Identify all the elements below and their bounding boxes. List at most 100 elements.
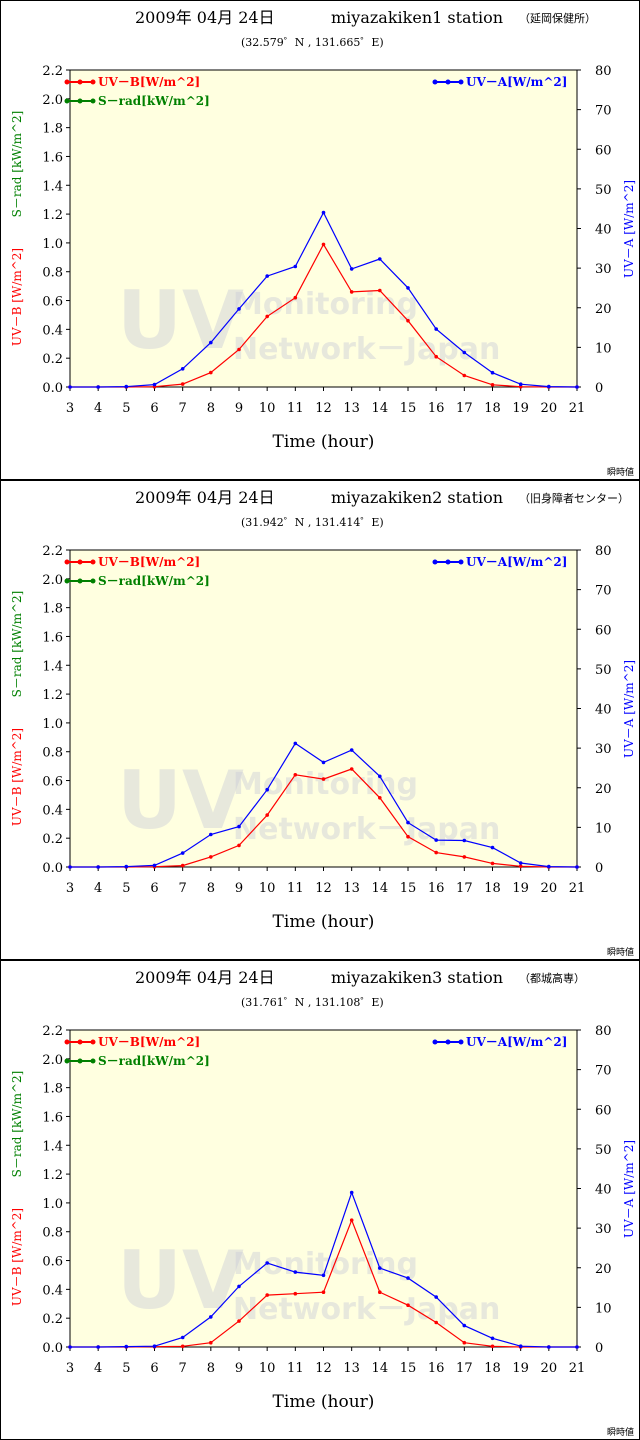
data-point-uvb [406,318,410,323]
x-tick-label: 12 [315,401,332,416]
data-point-uva [68,1345,72,1349]
x-tick-label: 7 [179,1361,187,1376]
legend-uva-marker [458,559,464,565]
data-point-uvb [462,1340,467,1345]
watermark-uv: UV [117,754,244,847]
x-tick-label: 14 [372,1361,389,1376]
right-tick-label: 10 [595,1301,612,1316]
title-station: miyazakiken2 station [331,488,503,507]
x-tick-label: 13 [343,1361,360,1376]
right-tick-label: 80 [595,64,612,79]
right-tick-label: 0 [595,861,603,876]
data-point-uva [490,845,495,850]
x-tick-label: 8 [207,401,215,416]
data-point-uvb [518,384,523,389]
data-point-uva [406,286,410,290]
data-point-uva [575,385,579,389]
right-tick-label: 70 [595,1064,612,1079]
legend-uvb-marker [64,79,70,85]
watermark-uv: UV [117,274,244,367]
left-tick-label: 1.2 [42,1168,63,1183]
data-point-uvb [490,383,495,387]
right-tick-label: 20 [595,302,612,317]
y-axis-label-uva: UV－A [W/m^2] [622,180,636,278]
data-point-uva [124,384,129,389]
legend-uvb-marker [77,79,83,85]
x-tick-label: 3 [66,881,74,896]
right-tick-label: 80 [595,1024,612,1039]
data-point-uvb [378,288,382,293]
title-site: （都城高専） [519,971,585,985]
y-axis-label-uvb: UV－B [W/m^2] [10,728,24,826]
data-point-uva [293,741,298,746]
data-point-uva [547,864,551,869]
data-point-uva [152,382,157,387]
right-tick-label: 60 [595,1103,612,1118]
left-tick-label: 2.2 [42,1024,63,1039]
data-point-uva [349,748,354,752]
left-tick-label: 1.0 [42,237,63,252]
data-point-uva [265,787,270,792]
data-point-uva [321,1273,326,1278]
data-point-uvb [321,242,326,247]
right-tick-label: 70 [595,584,612,599]
coordinates: (31.942゜N , 131.414゜E) [241,516,384,529]
left-tick-label: 2.0 [42,93,63,108]
legend-uva-label: UV－A[W/m^2] [466,555,567,569]
left-tick-label: 2.0 [42,1053,63,1068]
right-tick-label: 0 [595,381,603,396]
x-tick-label: 14 [372,881,389,896]
x-tick-label: 6 [150,881,158,896]
watermark-monitoring: Monitoring [233,1247,418,1282]
x-tick-label: 18 [484,401,501,416]
data-point-uva [547,1345,551,1349]
right-tick-label: 80 [595,544,612,559]
left-tick-label: 1.6 [42,150,63,165]
coordinates: (31.761゜N , 131.108゜E) [241,996,384,1009]
x-tick-label: 17 [456,401,473,416]
left-tick-label: 1.8 [42,122,63,137]
left-tick-label: 2.0 [42,573,63,588]
x-tick-label: 10 [259,401,276,416]
data-point-uva [237,824,241,829]
watermark-network: Network－Japan [233,812,500,847]
data-point-uvb [434,1320,439,1325]
data-point-uva [96,865,100,869]
left-tick-label: 0.0 [42,1341,63,1356]
legend-srad-label: S－rad[kW/m^2] [98,574,210,588]
data-point-uvb [180,382,185,386]
left-tick-label: 0.8 [42,266,63,281]
data-point-uva [518,861,523,865]
x-tick-label: 16 [428,881,445,896]
data-point-uva [124,864,129,869]
data-point-uva [490,1336,495,1341]
left-tick-label: 1.4 [42,1139,63,1154]
left-tick-label: 0.8 [42,1226,63,1241]
x-tick-label: 9 [235,1361,243,1376]
legend-srad-label: S－rad[kW/m^2] [98,1054,210,1068]
right-tick-label: 10 [595,821,612,836]
x-tick-label: 9 [235,881,243,896]
right-tick-label: 20 [595,1262,612,1277]
data-point-uvb [518,864,523,869]
right-tick-label: 50 [595,663,612,678]
right-tick-label: 40 [595,1183,612,1198]
x-tick-label: 8 [207,881,215,896]
left-tick-label: 1.4 [42,179,63,194]
data-point-uva [180,367,185,371]
x-tick-label: 4 [94,401,102,416]
x-tick-label: 10 [259,1361,276,1376]
legend-uvb-marker [90,559,96,565]
data-point-uva [547,384,551,389]
title-site: （旧身障者センター） [519,491,629,505]
x-tick-label: 4 [94,881,102,896]
x-tick-label: 15 [400,881,417,896]
right-tick-label: 70 [595,104,612,119]
watermark-monitoring: Monitoring [233,287,418,322]
data-point-uva [378,257,382,261]
legend-uvb-marker [64,559,70,565]
legend-uvb-marker [90,1039,96,1045]
data-point-uvb [237,843,241,848]
left-tick-label: 0.6 [42,295,63,310]
data-point-uva [462,838,467,843]
